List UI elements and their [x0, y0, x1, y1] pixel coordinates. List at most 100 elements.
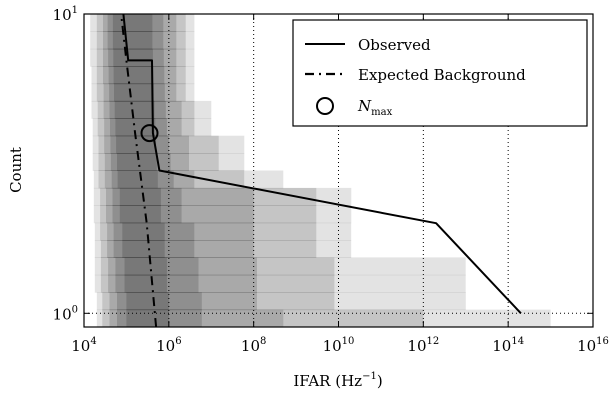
axis-ticks: 104 106 108 1010 1012 1014 1016 100 101 [53, 5, 609, 355]
band-2-row-16 [103, 31, 177, 50]
band-3-row-9 [110, 153, 171, 171]
band-4-row-4 [122, 240, 165, 258]
x-tick-label-6: 1016 [577, 336, 609, 355]
band-1-row-12 [97, 100, 195, 119]
band-0-row-2 [94, 274, 466, 293]
band-0-row-12 [91, 100, 212, 119]
band-4-row-8 [117, 170, 158, 189]
band-0-row-1 [96, 292, 466, 311]
band-4-row-14 [113, 66, 154, 85]
band-2-row-6 [106, 205, 254, 224]
band-2-row-14 [103, 66, 177, 85]
band-1-row-10 [98, 135, 219, 154]
band-4-row-0 [126, 309, 169, 327]
x-tick-label-3: 1010 [323, 336, 355, 355]
band-4-row-1 [126, 292, 169, 311]
band-1-row-5 [100, 222, 317, 241]
legend-nmax-marker [316, 97, 334, 115]
band-0-row-10 [92, 135, 245, 154]
band-4-row-13 [114, 83, 154, 102]
nmax-marker [140, 124, 159, 143]
band-2-row-0 [109, 309, 284, 327]
x-tick-label-0: 104 [71, 336, 96, 355]
band-1-row-7 [100, 187, 317, 206]
band-4-row-3 [124, 257, 167, 276]
band-1-row-3 [100, 257, 335, 276]
band-3-row-2 [115, 274, 199, 293]
band-4-row-6 [119, 205, 161, 224]
band-0-row-13 [91, 83, 195, 102]
band-3-row-8 [111, 170, 174, 189]
band-4-row-5 [122, 222, 165, 241]
band-4-row-12 [114, 100, 155, 119]
band-0-row-7 [93, 187, 352, 206]
band-4-row-11 [115, 118, 156, 137]
band-2-row-17 [103, 14, 177, 32]
band-2-row-8 [104, 170, 195, 189]
x-tick-label-2: 108 [241, 336, 266, 355]
band-1-row-15 [96, 48, 186, 67]
band-2-row-13 [103, 83, 177, 102]
band-1-row-17 [96, 14, 186, 32]
y-tick-label-1: 101 [53, 5, 78, 24]
band-2-row-12 [103, 100, 182, 119]
series-layer [120, 14, 522, 327]
x-tick-label-1: 106 [156, 336, 181, 355]
band-0-row-0 [96, 309, 551, 327]
band-3-row-7 [112, 187, 182, 206]
band-1-row-0 [102, 309, 424, 327]
band-2-row-2 [108, 274, 257, 293]
band-4-row-17 [112, 14, 153, 32]
band-0-row-5 [94, 222, 352, 241]
band-1-row-14 [96, 66, 186, 85]
band-3-row-15 [108, 48, 164, 67]
band-2-row-1 [109, 292, 257, 311]
band-3-row-17 [107, 14, 164, 32]
series-line-expected-background [120, 14, 158, 327]
band-4-row-16 [112, 31, 153, 50]
band-0-row-4 [94, 240, 352, 258]
band-3-row-1 [117, 292, 202, 311]
band-3-row-16 [107, 31, 164, 50]
x-tick-label-5: 1014 [492, 336, 524, 355]
legend-nmax-label: Nmax [357, 97, 393, 118]
y-axis-label: Count [7, 147, 25, 193]
band-3-row-13 [109, 83, 165, 102]
x-axis-label: IFAR (Hz−1) [293, 371, 382, 390]
background-bands [90, 14, 551, 327]
legend: Observed Expected Background Nmax [292, 19, 588, 127]
legend-observed-label: Observed [358, 36, 431, 54]
band-3-row-5 [113, 222, 195, 241]
band-1-row-1 [102, 292, 335, 311]
band-3-row-14 [108, 66, 165, 85]
band-2-row-5 [107, 222, 254, 241]
band-0-row-6 [93, 205, 352, 224]
y-tick-label-0: 100 [53, 304, 78, 323]
band-0-row-3 [94, 257, 466, 276]
band-3-row-0 [117, 309, 202, 327]
band-2-row-15 [103, 48, 177, 67]
gridlines [84, 14, 593, 327]
band-2-row-9 [104, 153, 189, 171]
series-line-observed [122, 14, 522, 314]
band-2-row-3 [108, 257, 257, 276]
x-tick-label-4: 1012 [407, 336, 439, 355]
band-1-row-11 [97, 118, 195, 137]
band-2-row-10 [104, 135, 189, 154]
band-4-row-15 [113, 48, 153, 67]
band-3-row-6 [112, 205, 182, 224]
band-3-row-3 [115, 257, 199, 276]
band-4-row-7 [119, 187, 161, 206]
band-1-row-4 [100, 240, 317, 258]
band-1-row-16 [96, 31, 186, 50]
band-1-row-13 [96, 83, 186, 102]
band-3-row-4 [113, 240, 195, 258]
legend-expected-label: Expected Background [358, 66, 526, 84]
band-2-row-4 [107, 240, 254, 258]
band-1-row-2 [100, 274, 335, 293]
band-1-row-6 [100, 205, 317, 224]
band-0-row-16 [90, 31, 195, 50]
band-4-row-9 [117, 153, 157, 171]
band-4-row-2 [124, 274, 167, 293]
